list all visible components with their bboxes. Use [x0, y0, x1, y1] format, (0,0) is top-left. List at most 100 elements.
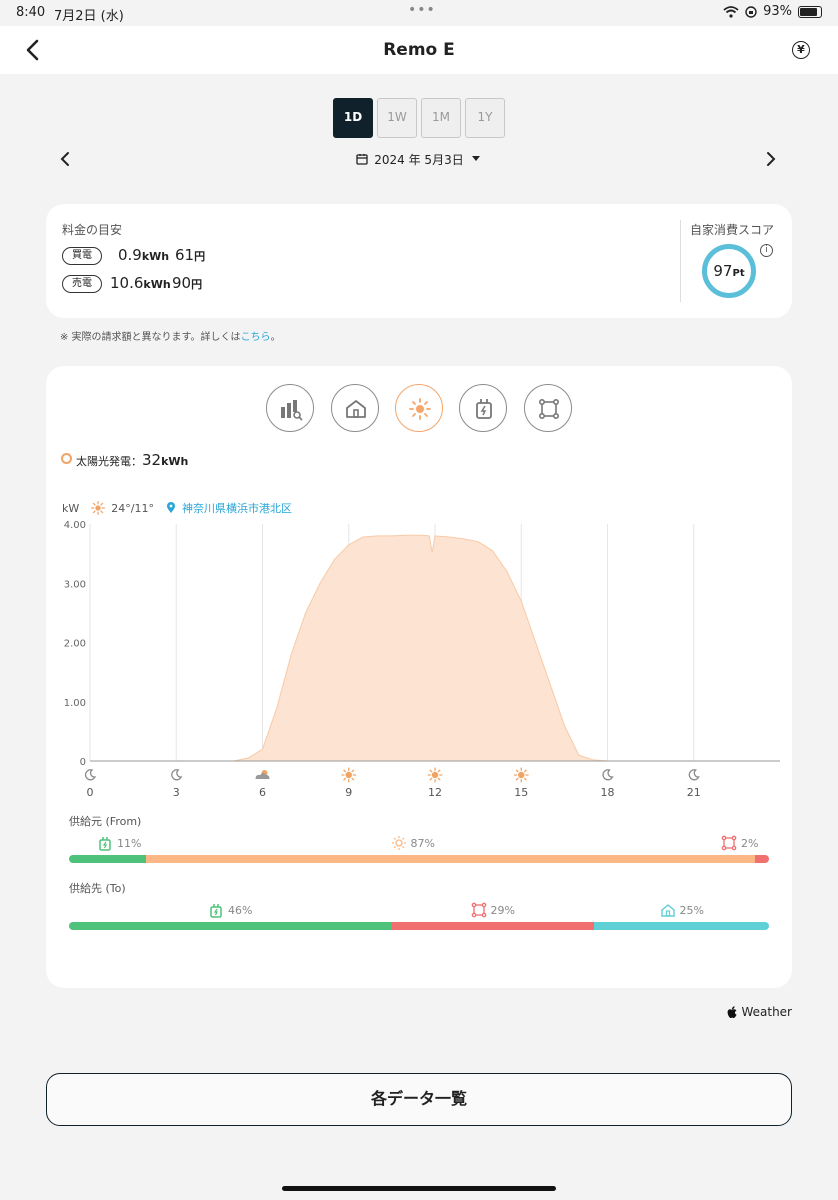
tab-1w[interactable]: 1W: [377, 98, 417, 138]
nav-bar: Remo E ¥: [0, 26, 838, 74]
x-tick-label: 0: [87, 786, 94, 799]
y-axis-unit: kW: [62, 501, 80, 515]
sun-icon: [431, 771, 439, 779]
bar-segment: [594, 922, 769, 930]
segment-label: 2%: [721, 835, 758, 851]
temperature: 24°/11°: [111, 501, 154, 515]
segment-label: 11%: [97, 835, 141, 851]
yen-icon[interactable]: ¥: [792, 41, 810, 59]
solar-legend-dot: [61, 453, 72, 464]
multitask-dots-icon[interactable]: •••: [408, 2, 436, 18]
disclaimer-note: ※ 実際の請求額と異なります。詳しくはこちら。: [60, 328, 281, 343]
x-tick-label: 3: [173, 786, 180, 799]
bar-chart-search-icon: [281, 400, 303, 421]
sun-ray: [437, 769, 441, 773]
back-chevron-icon[interactable]: [20, 36, 48, 64]
segment-label: 29%: [471, 902, 515, 918]
x-tick-label: 15: [514, 786, 528, 799]
battery-icon: [798, 5, 822, 18]
prev-day-chevron-icon[interactable]: [58, 150, 72, 168]
x-tick-label: 18: [601, 786, 615, 799]
sun-icon: [345, 771, 352, 779]
date-navigator: 2024 年 5月3日: [0, 150, 838, 168]
sun-ray: [343, 777, 347, 781]
segment-percent: 87%: [410, 836, 435, 850]
sun-ray: [515, 777, 519, 781]
x-tick-label: 6: [259, 786, 266, 799]
date-label: 2024 年 5月3日: [374, 153, 464, 167]
category-grid-button[interactable]: [524, 384, 572, 432]
next-day-chevron-icon[interactable]: [764, 150, 778, 168]
sun-ray: [343, 769, 347, 773]
page-title: Remo E: [383, 40, 455, 60]
supply-from-label: 供給元 (From): [69, 815, 142, 828]
sell-kwh: 10.6kWh: [110, 274, 171, 292]
bar-segment: [391, 922, 594, 930]
battery-plug-icon: [476, 399, 492, 419]
grid-nodes-icon: [721, 835, 737, 851]
y-tick-label: 4.00: [64, 520, 86, 531]
y-tick-label: 3.00: [64, 579, 86, 590]
wifi-icon: [723, 5, 739, 18]
divider: [680, 220, 681, 302]
data-list-button[interactable]: 各データ一覧: [46, 1073, 792, 1126]
y-tick-label: 2.00: [64, 639, 86, 650]
buy-yen: 61円: [175, 246, 205, 264]
apple-weather-credit[interactable]: Weather: [727, 1005, 792, 1019]
category-solar-button[interactable]: [395, 384, 443, 432]
sell-badge: 売電: [62, 275, 102, 293]
calendar-icon: [356, 154, 368, 165]
sun-icon: [391, 836, 406, 850]
sun-icon: [409, 398, 431, 420]
solar-generation-chart: 0 1.00 2.00 3.00 4.00 0 3 6 9 12 15 18 21: [64, 520, 780, 799]
score-title: 自家消費スコア: [690, 223, 775, 237]
buy-yen-value: 61: [175, 246, 195, 264]
tab-1m[interactable]: 1M: [421, 98, 461, 138]
bar-segment: [69, 855, 146, 863]
segment-percent: 25%: [679, 903, 704, 917]
sun-icon: [91, 501, 106, 515]
segment-percent: 11%: [117, 836, 142, 850]
segment-label: 87%: [391, 835, 435, 851]
sun-ray: [351, 769, 355, 773]
note-suffix: 。: [270, 332, 281, 343]
solar-value: 32: [142, 451, 162, 469]
sell-yen-unit: 円: [191, 278, 203, 291]
sun-ray: [523, 769, 527, 773]
tab-1d[interactable]: 1D: [333, 98, 373, 138]
sun-ray: [523, 777, 527, 781]
home-indicator[interactable]: [282, 1186, 556, 1191]
supply-to-bar: [69, 922, 769, 930]
dropdown-caret-icon: [471, 156, 480, 161]
category-battery-button[interactable]: [459, 384, 507, 432]
moon-icon: [602, 769, 614, 781]
tab-1y[interactable]: 1Y: [465, 98, 505, 138]
date-picker[interactable]: 2024 年 5月3日: [0, 151, 838, 168]
score-value: 97: [713, 262, 733, 280]
x-tick-label: 12: [428, 786, 442, 799]
generation-area: [90, 534, 780, 762]
category-analytics-button[interactable]: [266, 384, 314, 432]
battery-percent: 93%: [763, 4, 792, 19]
status-bar: 8:40 7月2日 (水) ••• 93%: [0, 0, 838, 26]
location-name[interactable]: 神奈川県横浜市港北区: [181, 502, 292, 515]
sell-yen-value: 90: [172, 274, 192, 292]
status-time: 8:40: [16, 5, 46, 20]
sell-yen: 90円: [172, 274, 202, 292]
moon-icon: [84, 769, 97, 781]
energy-chart-card: 太陽光発電：32kWh kW 24°/11° 神奈川県横浜市港北区 0 1.00 2…: [46, 366, 792, 988]
y-tick-label: 1.00: [64, 698, 86, 709]
sell-kwh-unit: kWh: [143, 278, 171, 291]
category-home-button[interactable]: [331, 384, 379, 432]
details-link[interactable]: こちら: [240, 332, 271, 343]
buy-badge: 買電: [62, 247, 102, 265]
buy-kwh-value: 0.9: [118, 246, 142, 264]
house-icon: [660, 904, 675, 917]
apple-logo-icon: [728, 1005, 738, 1018]
score-ring: 97Pt: [702, 244, 756, 298]
info-icon[interactable]: i: [760, 244, 773, 257]
score-unit: Pt: [732, 268, 745, 279]
solar-label: 太陽光発電：: [76, 455, 142, 468]
segment-percent: 29%: [490, 903, 515, 917]
cost-summary-card: 料金の目安 買電 0.9kWh 61円 売電 10.6kWh 90円 自家消費ス…: [46, 204, 792, 318]
